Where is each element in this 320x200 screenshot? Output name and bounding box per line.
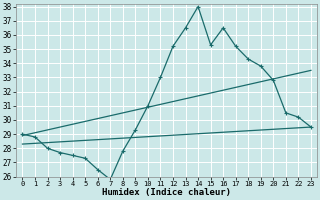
X-axis label: Humidex (Indice chaleur): Humidex (Indice chaleur) (102, 188, 231, 197)
